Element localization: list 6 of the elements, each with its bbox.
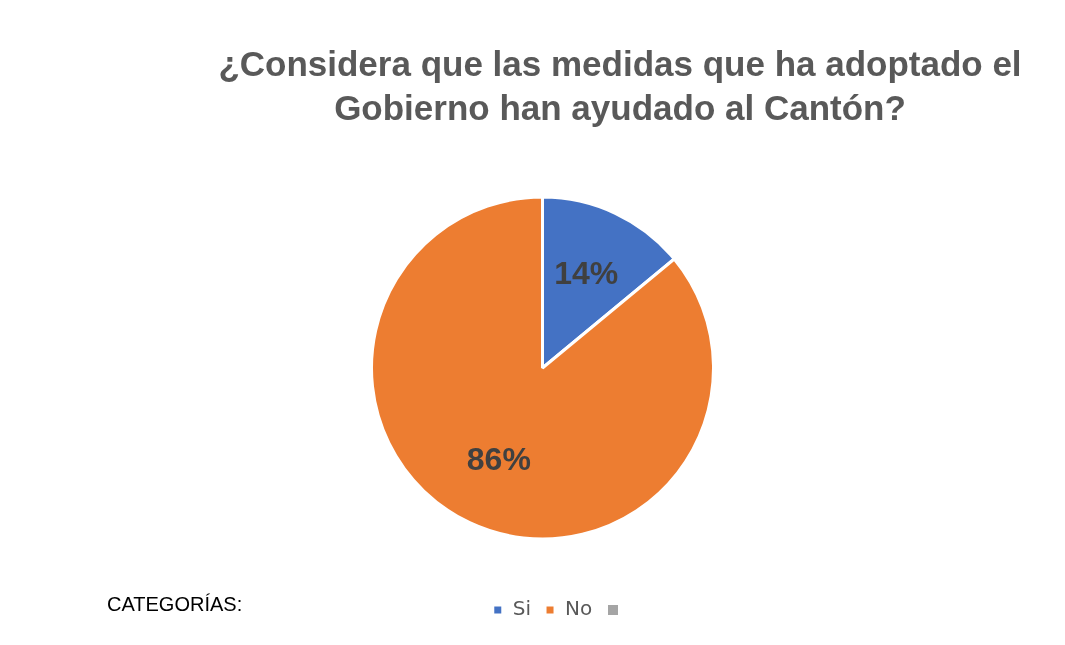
legend-label: Si (512, 596, 532, 621)
data-label: 14% (554, 254, 619, 291)
legend-label: No (565, 596, 593, 621)
data-label: 86% (466, 440, 531, 477)
legend-title: CATEGORÍAS: (107, 592, 243, 615)
chart-title: ¿Considera que las medidas que ha adoptado el Gobierno han ayudado al Cantón? (217, 43, 1023, 129)
